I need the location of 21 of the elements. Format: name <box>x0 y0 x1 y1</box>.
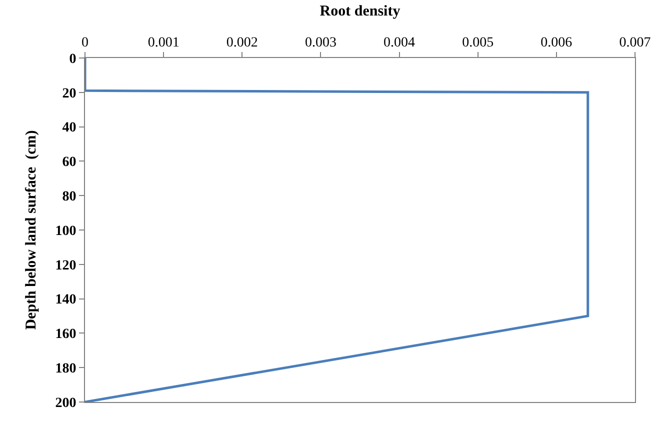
x-tick-label: 0.004 <box>384 35 416 50</box>
y-tick-label: 200 <box>55 396 76 411</box>
y-tick-label: 20 <box>62 86 76 102</box>
y-tick-label: 140 <box>55 292 76 308</box>
y-tick-label: 160 <box>55 327 76 342</box>
x-tick-label: 0.007 <box>619 35 651 50</box>
x-tick-label: 0.002 <box>226 35 258 50</box>
x-tick-label: 0.003 <box>304 35 336 50</box>
y-tick-label: 100 <box>55 224 76 239</box>
x-tick-label: 0.005 <box>462 35 494 50</box>
x-axis-title: Root density <box>320 4 401 20</box>
y-tick-label: 60 <box>62 155 76 170</box>
y-tick-label: 80 <box>62 190 76 204</box>
y-tick-label: 40 <box>62 120 76 136</box>
y-tick-label: 0 <box>69 52 76 67</box>
y-axis-title: Depth below land surface (cm) <box>23 130 40 330</box>
y-tick-label: 120 <box>55 258 76 274</box>
x-tick-label: 0 <box>82 35 88 50</box>
y-tick-label: 180 <box>55 362 76 376</box>
x-tick-label: 0.001 <box>148 35 180 50</box>
x-tick-label: 0.006 <box>540 35 572 50</box>
